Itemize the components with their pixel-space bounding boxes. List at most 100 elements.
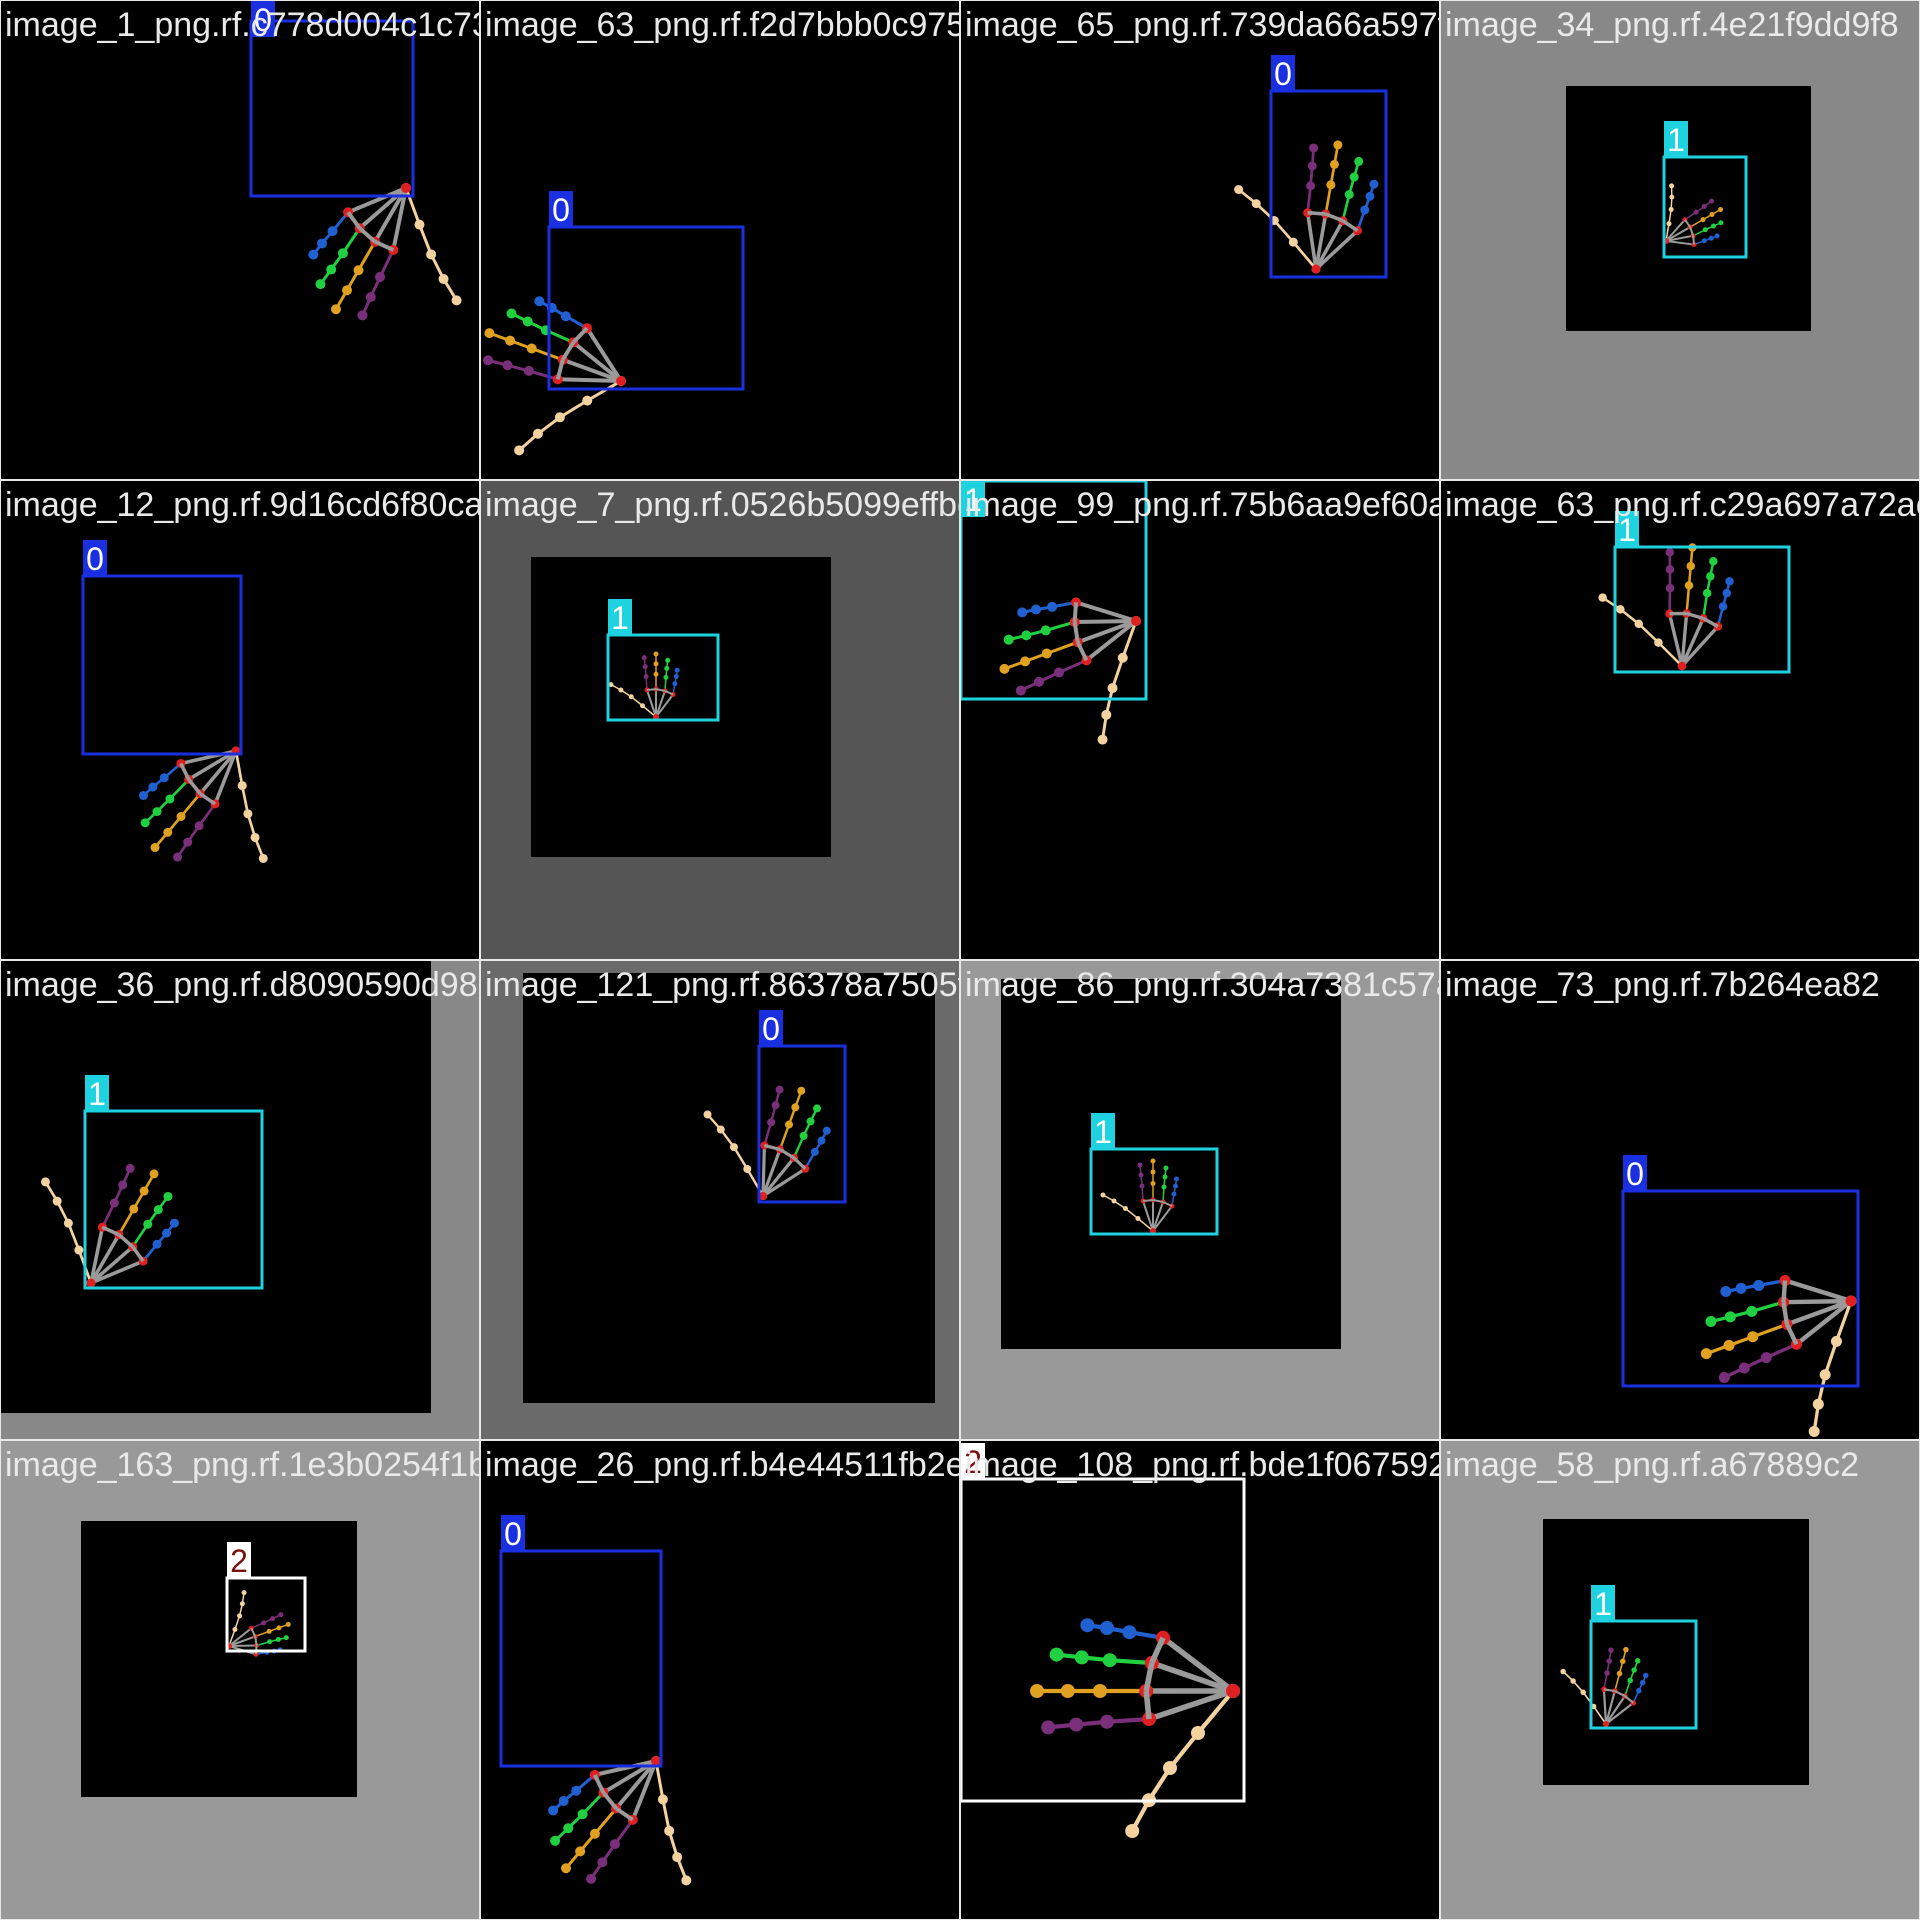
- palm-limb: [1305, 210, 1318, 271]
- class-label-text: 0: [504, 1516, 522, 1552]
- pinky-keypoint: [1031, 604, 1042, 615]
- middle-keypoint: [791, 1103, 800, 1112]
- pinky-keypoint: [152, 1239, 162, 1249]
- middle-limb: [778, 1123, 791, 1151]
- palm-limb: [1075, 619, 1138, 645]
- palm-limb: [1152, 1201, 1164, 1232]
- palm-limb: [571, 340, 623, 383]
- index-keypoint: [1306, 181, 1316, 191]
- ring-keypoint: [1702, 588, 1712, 598]
- thumb-limb: [1111, 656, 1125, 690]
- middle-limb: [1751, 1322, 1789, 1339]
- index-keypoint: [1069, 1717, 1084, 1732]
- thumb-keypoint: [1812, 1398, 1824, 1410]
- thumb-limb: [1834, 1299, 1853, 1344]
- index-limb: [1057, 658, 1088, 674]
- thumb-limb: [661, 1797, 671, 1833]
- thumb-keypoint: [1234, 185, 1244, 195]
- thumb-keypoint: [1808, 1425, 1820, 1437]
- pinky-keypoint: [159, 773, 169, 783]
- pinky-keypoint: [317, 238, 328, 249]
- palm-limb: [655, 689, 666, 718]
- thumb-keypoint: [1570, 1678, 1576, 1684]
- pinky-keypoint: [1122, 1625, 1137, 1640]
- image-tile: 1 image_34_png.rf.4e21f9dd9f8: [1440, 0, 1920, 480]
- palm-limb: [89, 1225, 105, 1285]
- ring-keypoint: [1162, 1174, 1168, 1180]
- image-tile: 0image_26_png.rf.b4e44511fb2e281b08e1696…: [480, 1440, 960, 1920]
- detection-bbox: [1662, 155, 1748, 259]
- palm-limb: [1604, 1689, 1616, 1726]
- palm-limb: [761, 1167, 807, 1198]
- class-label-text: 1: [964, 482, 982, 518]
- tile-background: [481, 1441, 959, 1919]
- ring-keypoint: [563, 1823, 574, 1834]
- palm-limb: [1665, 234, 1695, 242]
- palm-limb: [1160, 1635, 1236, 1694]
- thumb-keypoint: [237, 1613, 243, 1619]
- pinky-keypoint: [1722, 588, 1732, 598]
- middle-keypoint: [266, 1628, 272, 1634]
- middle-keypoint: [484, 328, 495, 339]
- ring-limb: [1750, 1300, 1786, 1314]
- tile-scene: 0: [961, 1, 1439, 479]
- middle-keypoint: [1150, 1158, 1156, 1164]
- palm-limb: [1680, 611, 1689, 668]
- palm-limb: [179, 762, 191, 781]
- thumb-keypoint: [40, 1177, 50, 1187]
- index-keypoint: [357, 310, 368, 321]
- pinky-keypoint: [560, 311, 571, 322]
- middle-keypoint: [129, 1204, 139, 1214]
- palm-limb: [1781, 1298, 1854, 1305]
- tile-scene: 2: [1, 1441, 479, 1919]
- ring-keypoint: [1634, 1658, 1641, 1664]
- palm-limb: [186, 749, 238, 782]
- index-keypoint: [278, 1612, 284, 1618]
- palm-limb: [664, 689, 674, 696]
- thumb-keypoint: [438, 273, 449, 284]
- ring-keypoint: [267, 1639, 273, 1645]
- middle-keypoint: [1747, 1331, 1759, 1343]
- class-label-tag: [549, 191, 573, 227]
- palm-limb: [1314, 228, 1360, 271]
- ring-keypoint: [1706, 572, 1715, 581]
- middle-keypoint: [1150, 1181, 1156, 1186]
- ring-limb: [341, 226, 362, 255]
- ring-keypoint: [163, 1191, 173, 1201]
- pinky-keypoint: [673, 674, 679, 679]
- thumb-keypoint: [1101, 709, 1112, 720]
- wrist-keypoint: [759, 1192, 767, 1200]
- ring-keypoint: [799, 1131, 808, 1140]
- palm-limb: [615, 1806, 634, 1822]
- palm-limb: [228, 1635, 257, 1647]
- palm-limb: [358, 226, 377, 244]
- tile-background: [961, 481, 1439, 959]
- ring-keypoint: [1702, 227, 1708, 233]
- palm-limb: [346, 211, 362, 230]
- index-limb: [613, 1818, 635, 1846]
- index-keypoint: [1053, 667, 1064, 678]
- thumb-keypoint: [1123, 1206, 1128, 1211]
- palm-limb: [374, 239, 395, 252]
- class-label-tag: [961, 481, 985, 517]
- middle-keypoint: [1700, 1348, 1712, 1360]
- index-keypoint: [523, 365, 534, 376]
- palm-limb: [213, 749, 238, 806]
- thumb-keypoint: [74, 1245, 84, 1255]
- detection-bbox: [1621, 1189, 1860, 1388]
- palm-limb: [1624, 1695, 1634, 1704]
- ring-keypoint: [1746, 1305, 1758, 1317]
- tile-scene: 0: [481, 1, 959, 479]
- middle-keypoint: [1709, 211, 1715, 217]
- pinky-keypoint: [1360, 205, 1370, 215]
- middle-limb: [117, 1207, 136, 1237]
- image-area: [531, 557, 831, 857]
- palm-limb: [630, 1759, 658, 1822]
- thumb-keypoint: [52, 1196, 62, 1206]
- palm-limb: [1152, 1199, 1164, 1203]
- thumb-keypoint: [1560, 1668, 1566, 1675]
- ring-limb: [1701, 591, 1709, 620]
- index-keypoint: [1665, 565, 1675, 574]
- thumb-keypoint: [657, 1794, 668, 1805]
